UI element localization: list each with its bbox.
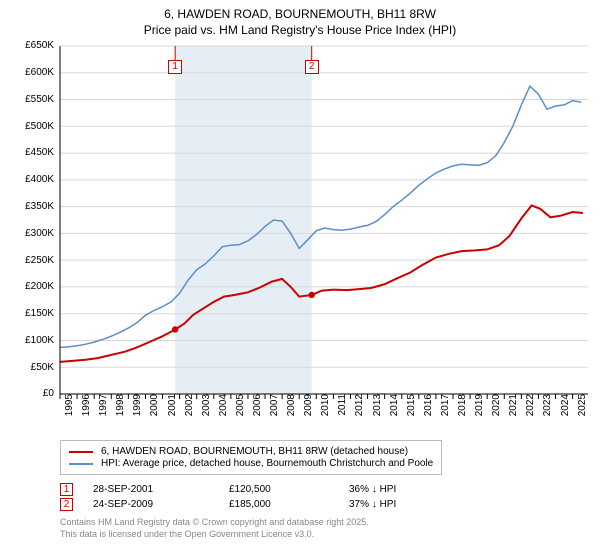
x-axis-label: 2020	[491, 394, 502, 434]
sale-table-marker: 2	[60, 498, 73, 511]
legend-label: HPI: Average price, detached house, Bour…	[101, 458, 433, 469]
x-axis-label: 2008	[286, 394, 297, 434]
y-axis-label: £550K	[8, 94, 54, 105]
x-axis-label: 2003	[201, 394, 212, 434]
y-axis-label: £500K	[8, 121, 54, 132]
y-axis-label: £650K	[8, 40, 54, 51]
y-axis-label: £400K	[8, 174, 54, 185]
x-axis-label: 2001	[167, 394, 178, 434]
legend: 6, HAWDEN ROAD, BOURNEMOUTH, BH11 8RW (d…	[60, 440, 442, 475]
y-axis-label: £150K	[8, 308, 54, 319]
x-axis-label: 2019	[474, 394, 485, 434]
sale-table-row: 2 24-SEP-2009£185,00037% ↓ HPI	[60, 498, 592, 511]
y-axis-label: £300K	[8, 228, 54, 239]
sale-diff: 36% ↓ HPI	[349, 484, 469, 495]
x-axis-label: 2015	[406, 394, 417, 434]
credit-line-1: Contains HM Land Registry data © Crown c…	[60, 517, 592, 529]
sale-marker-number: 1	[168, 60, 182, 74]
x-axis-label: 2006	[252, 394, 263, 434]
sale-marker-number: 2	[305, 60, 319, 74]
sale-diff: 37% ↓ HPI	[349, 499, 469, 510]
x-axis-label: 2018	[457, 394, 468, 434]
x-axis-label: 2010	[320, 394, 331, 434]
x-axis-label: 1999	[132, 394, 143, 434]
sale-marker-dot	[308, 292, 314, 298]
legend-label: 6, HAWDEN ROAD, BOURNEMOUTH, BH11 8RW (d…	[101, 446, 408, 457]
sale-marker-dot	[172, 327, 178, 333]
x-axis-label: 2005	[235, 394, 246, 434]
y-axis-label: £50K	[8, 362, 54, 373]
sale-table-row: 1 28-SEP-2001£120,50036% ↓ HPI	[60, 483, 592, 496]
x-axis-label: 2004	[218, 394, 229, 434]
x-axis-label: 2021	[508, 394, 519, 434]
title-line-2: Price paid vs. HM Land Registry's House …	[8, 22, 592, 38]
credit-text: Contains HM Land Registry data © Crown c…	[60, 517, 592, 540]
y-axis-label: £450K	[8, 147, 54, 158]
x-axis-label: 2007	[269, 394, 280, 434]
legend-item: HPI: Average price, detached house, Bour…	[69, 458, 433, 469]
x-axis-label: 2017	[440, 394, 451, 434]
legend-item: 6, HAWDEN ROAD, BOURNEMOUTH, BH11 8RW (d…	[69, 446, 433, 457]
x-axis-label: 1996	[81, 394, 92, 434]
x-axis-label: 2014	[389, 394, 400, 434]
x-axis-label: 2024	[560, 394, 571, 434]
title-line-1: 6, HAWDEN ROAD, BOURNEMOUTH, BH11 8RW	[8, 6, 592, 22]
y-axis-label: £100K	[8, 335, 54, 346]
x-axis-label: 1995	[64, 394, 75, 434]
sale-price: £185,000	[229, 499, 349, 510]
legend-swatch	[69, 451, 93, 453]
sale-table: 1 28-SEP-2001£120,50036% ↓ HPI 2 24-SEP-200…	[60, 483, 592, 511]
x-axis-label: 2012	[354, 394, 365, 434]
x-axis-label: 1998	[115, 394, 126, 434]
y-axis-label: £250K	[8, 255, 54, 266]
legend-swatch	[69, 463, 93, 465]
sale-date: 28-SEP-2001	[93, 484, 229, 495]
chart-plot-area: £0 £50K £100K £150K £200K £250K £300K £350K £400…	[8, 42, 592, 434]
credit-line-2: This data is licensed under the Open Gov…	[60, 529, 592, 541]
chart-title: 6, HAWDEN ROAD, BOURNEMOUTH, BH11 8RW Pr…	[8, 6, 592, 38]
x-axis-label: 2013	[372, 394, 383, 434]
x-axis-label: 2000	[149, 394, 160, 434]
x-axis-label: 1997	[98, 394, 109, 434]
y-axis-label: £0	[8, 388, 54, 399]
x-axis-label: 2002	[184, 394, 195, 434]
x-axis-label: 2022	[525, 394, 536, 434]
chart-container: 6, HAWDEN ROAD, BOURNEMOUTH, BH11 8RW Pr…	[0, 0, 600, 547]
hpi-line	[60, 87, 581, 348]
x-axis-label: 2016	[423, 394, 434, 434]
sale-price: £120,500	[229, 484, 349, 495]
y-axis-label: £600K	[8, 67, 54, 78]
sale-date: 24-SEP-2009	[93, 499, 229, 510]
x-axis-label: 2025	[577, 394, 588, 434]
x-axis-label: 2023	[542, 394, 553, 434]
y-axis-label: £200K	[8, 281, 54, 292]
x-axis-label: 2009	[303, 394, 314, 434]
x-axis-label: 2011	[337, 394, 348, 434]
chart-svg	[8, 42, 592, 434]
y-axis-label: £350K	[8, 201, 54, 212]
sale-table-marker: 1	[60, 483, 73, 496]
